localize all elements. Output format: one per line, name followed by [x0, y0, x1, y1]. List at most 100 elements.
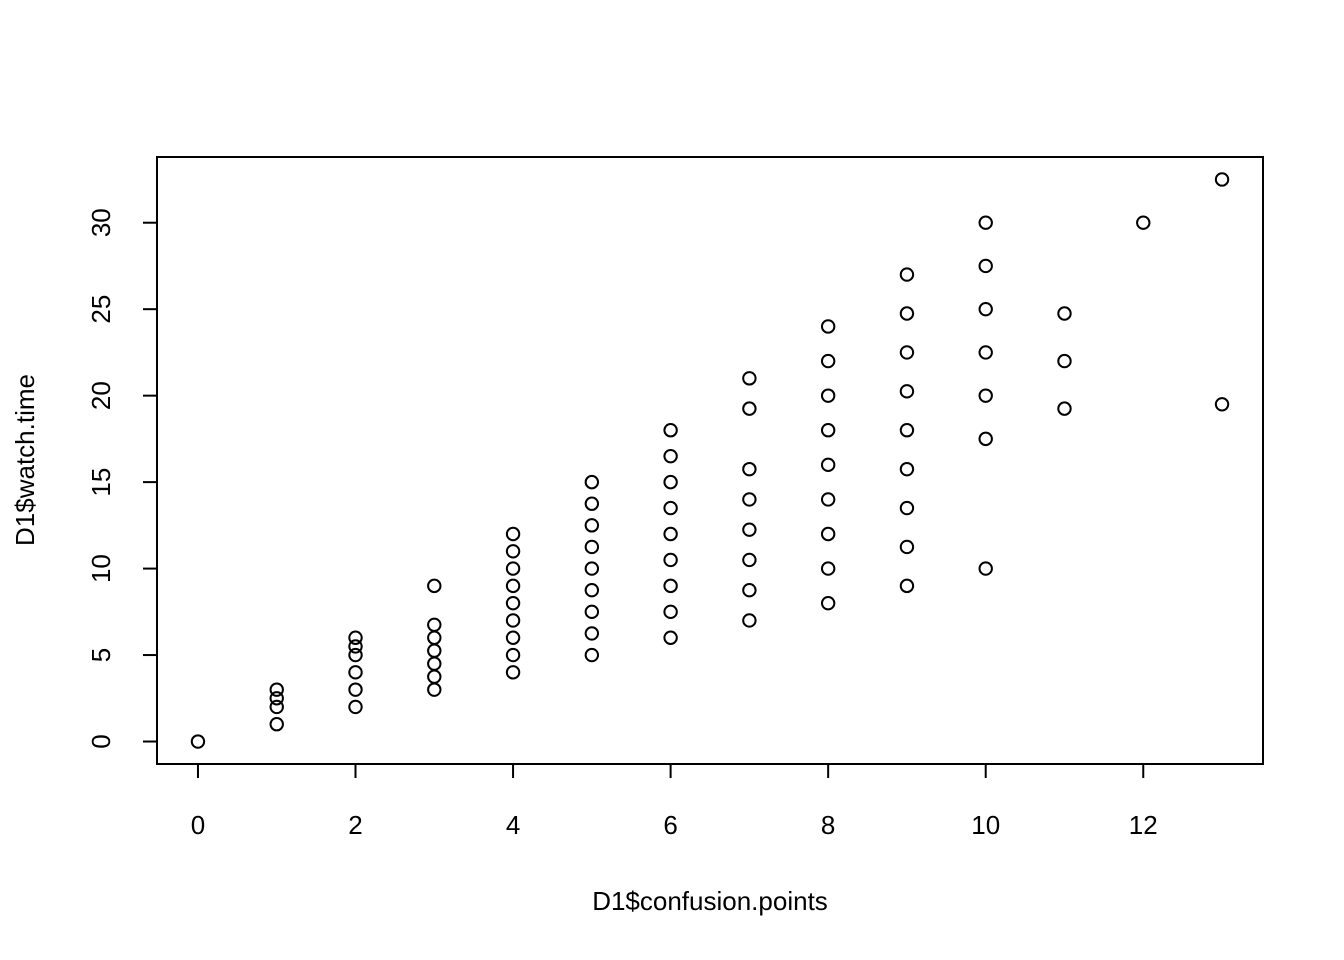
data-point — [663, 552, 678, 568]
data-point — [348, 699, 363, 715]
data-point — [978, 301, 993, 317]
data-point — [899, 267, 915, 282]
data-point — [742, 522, 757, 537]
data-point — [584, 496, 600, 511]
data-point — [742, 461, 757, 477]
data-point — [820, 457, 836, 473]
data-point — [1057, 306, 1072, 321]
data-point — [820, 388, 836, 403]
data-point — [348, 682, 363, 697]
data-point — [505, 665, 521, 680]
data-point — [1057, 353, 1072, 369]
x-tick-label: 0 — [191, 810, 205, 840]
y-tick-label: 30 — [86, 208, 116, 237]
data-point — [899, 578, 915, 594]
data-point — [899, 539, 915, 555]
y-tick-label: 0 — [86, 734, 116, 748]
plot-frame — [156, 156, 1264, 765]
data-point — [742, 492, 757, 507]
x-tick-label: 2 — [348, 810, 362, 840]
y-tick-label: 15 — [86, 468, 116, 497]
data-point — [820, 353, 836, 369]
data-point — [663, 630, 678, 645]
data-point — [269, 691, 284, 706]
data-point — [348, 647, 363, 663]
data-point — [584, 474, 600, 490]
data-point — [1136, 215, 1151, 230]
data-point — [348, 630, 363, 645]
data-point — [820, 492, 836, 507]
data-point — [978, 388, 993, 403]
data-point — [427, 643, 442, 658]
data-point — [427, 617, 442, 632]
data-point — [899, 423, 915, 438]
data-point — [978, 561, 993, 576]
data-point — [742, 613, 757, 628]
data-point — [584, 561, 600, 576]
data-point — [899, 384, 915, 399]
data-point — [820, 595, 836, 611]
data-point — [820, 526, 836, 542]
x-tick-label: 6 — [663, 810, 677, 840]
data-point — [899, 500, 915, 516]
data-point — [427, 578, 442, 594]
data-point — [269, 699, 284, 715]
y-tick-label: 25 — [86, 295, 116, 324]
data-point — [584, 583, 600, 598]
data-point — [427, 682, 442, 697]
data-point — [663, 604, 678, 620]
data-point — [505, 595, 521, 611]
data-point — [427, 630, 442, 645]
x-tick-label: 12 — [1129, 810, 1158, 840]
data-point — [584, 647, 600, 663]
data-point — [1214, 397, 1230, 412]
data-point — [899, 306, 915, 321]
data-point — [427, 669, 442, 684]
y-tick-label: 10 — [86, 554, 116, 583]
y-axis-label: D1$watch.time — [10, 374, 40, 546]
data-point — [584, 518, 600, 533]
data-point — [820, 319, 836, 334]
data-point — [742, 552, 757, 568]
data-point — [348, 639, 363, 654]
y-tick-label: 5 — [86, 648, 116, 662]
data-point — [505, 647, 521, 663]
x-axis-label: D1$confusion.points — [592, 886, 828, 916]
data-point — [505, 526, 521, 542]
data-point — [663, 526, 678, 542]
data-point — [427, 656, 442, 671]
data-point — [742, 583, 757, 598]
data-point — [269, 682, 284, 697]
data-point — [663, 474, 678, 490]
data-point — [820, 423, 836, 438]
x-tick-label: 10 — [971, 810, 1000, 840]
data-point — [505, 613, 521, 628]
data-point — [978, 345, 993, 360]
x-tick-label: 4 — [506, 810, 520, 840]
data-point — [663, 500, 678, 516]
data-point — [505, 561, 521, 576]
data-point — [505, 544, 521, 559]
data-point — [505, 630, 521, 645]
x-axis: 0 2 4 6 8 10 12 — [191, 763, 1158, 840]
data-points — [190, 172, 1230, 749]
data-point — [820, 561, 836, 576]
data-point — [505, 578, 521, 594]
data-point — [742, 371, 757, 386]
data-point — [269, 717, 284, 732]
data-point — [663, 448, 678, 464]
data-point — [978, 258, 993, 274]
data-point — [663, 423, 678, 438]
data-point — [899, 345, 915, 360]
data-point — [584, 604, 600, 620]
x-tick-label: 8 — [821, 810, 835, 840]
data-point — [663, 578, 678, 594]
data-point — [742, 401, 757, 416]
data-point — [584, 626, 600, 641]
data-point — [584, 539, 600, 555]
data-point — [899, 461, 915, 477]
data-point — [190, 734, 206, 749]
data-point — [1214, 172, 1230, 187]
y-tick-label: 20 — [86, 381, 116, 410]
